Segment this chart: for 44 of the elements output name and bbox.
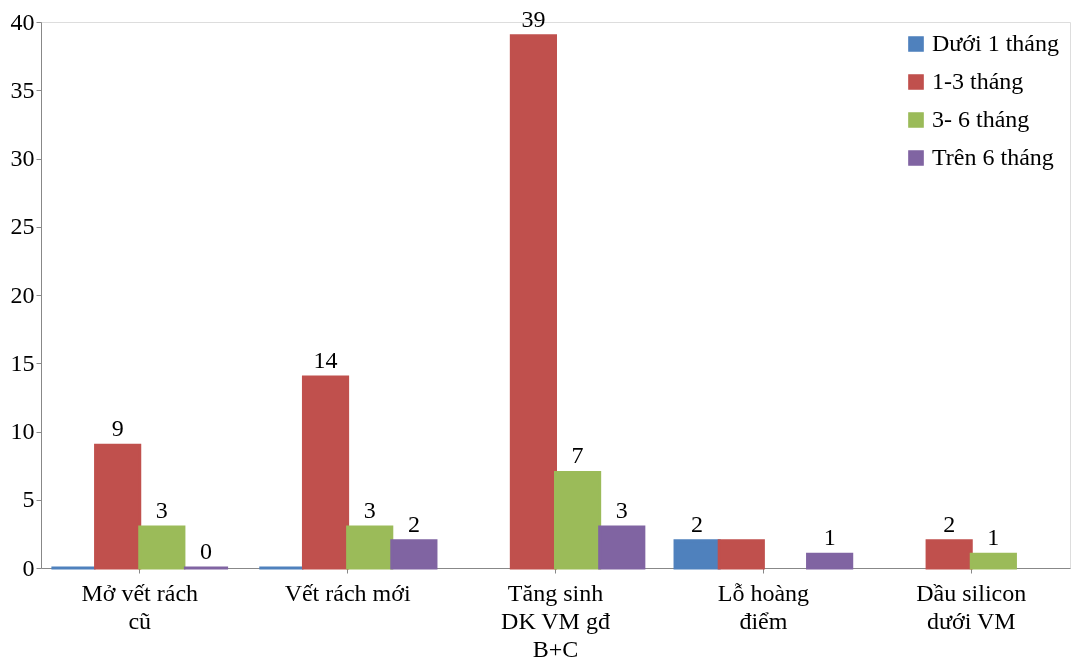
data-label: 14 — [313, 346, 338, 373]
legend-label: Trên 6 tháng — [932, 144, 1054, 170]
data-label: 39 — [521, 5, 546, 32]
x-tick-label: Mở vết rách cũ — [81, 579, 199, 634]
bar — [673, 539, 721, 570]
data-label: 1 — [823, 524, 836, 551]
legend-label: 1-3 tháng — [932, 68, 1024, 94]
y-tick-label: 0 — [22, 554, 35, 581]
bar — [94, 443, 142, 570]
bar — [509, 34, 557, 570]
x-tick-label: Tăng sinh DK VM gđ B+C — [501, 579, 610, 662]
bar — [598, 525, 646, 570]
data-label: 1 — [987, 524, 1000, 551]
data-label: 9 — [111, 415, 124, 442]
bar — [806, 552, 854, 570]
y-tick-label: 35 — [10, 76, 35, 103]
data-label: 3 — [615, 497, 628, 524]
x-tick-label: Lỗ hoàng điểm — [717, 579, 810, 634]
data-label: 2 — [943, 510, 956, 537]
legend-label: Dưới 1 tháng — [932, 30, 1060, 56]
y-tick-label: 10 — [10, 418, 35, 444]
bar — [717, 539, 765, 570]
bar — [969, 552, 1017, 570]
bar — [925, 539, 973, 570]
x-tick-label: Vết rách mới — [284, 579, 411, 606]
bar — [390, 539, 438, 570]
data-label: 2 — [691, 510, 704, 537]
y-tick-label: 25 — [10, 213, 35, 240]
y-tick-label: 30 — [10, 145, 35, 171]
bar — [554, 470, 602, 570]
x-tick-label: Dầu silicon dưới VM — [916, 579, 1027, 634]
data-label: 0 — [200, 538, 212, 564]
data-label: 3 — [363, 497, 376, 524]
data-label: 3 — [155, 497, 168, 524]
bar — [138, 525, 186, 570]
legend-label: 3- 6 tháng — [932, 106, 1030, 132]
y-tick-label: 5 — [22, 486, 35, 513]
y-tick-label: 15 — [10, 349, 35, 376]
bar — [346, 525, 394, 570]
y-tick-label: 20 — [10, 281, 35, 308]
y-tick-label: 40 — [10, 8, 35, 35]
data-label: 7 — [571, 442, 584, 469]
bar — [301, 375, 350, 570]
data-label: 2 — [407, 510, 420, 537]
